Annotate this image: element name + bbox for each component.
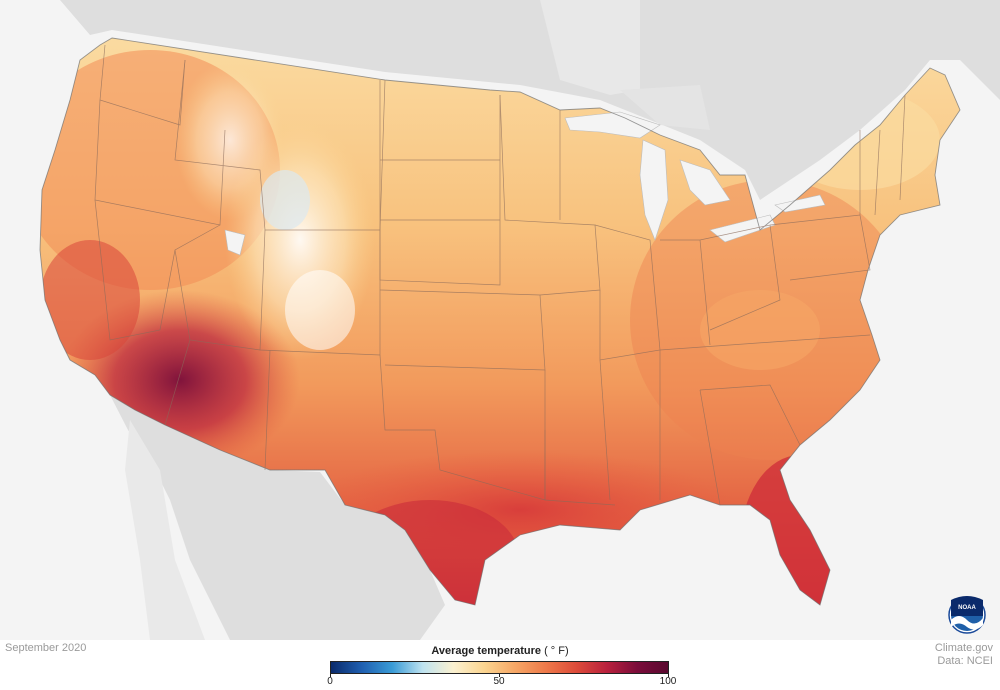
legend-tick-label: 0 xyxy=(327,676,333,687)
legend-tick-mark xyxy=(668,674,669,677)
map-area: NOAA xyxy=(0,0,1000,640)
credit-source: Climate.gov xyxy=(934,642,993,654)
legend-title: Average temperature ( ° F) xyxy=(330,645,670,657)
temperature-map: NOAA xyxy=(39,0,1000,640)
noaa-logo: NOAA xyxy=(948,596,986,634)
legend-title-text: Average temperature xyxy=(431,645,541,657)
legend-tick-mark xyxy=(499,674,500,677)
legend-tick-mark xyxy=(330,674,331,677)
noaa-logo-text: NOAA xyxy=(958,605,976,611)
date-label: September 2020 xyxy=(5,642,87,654)
legend-unit: ( ° F) xyxy=(544,645,569,657)
legend-tick-label: 100 xyxy=(659,676,677,687)
footer: September 2020 Average temperature ( ° F… xyxy=(0,640,1000,690)
great-lakes xyxy=(224,111,826,256)
legend-tick-label: 50 xyxy=(493,676,505,687)
credit-data: Data: NCEI xyxy=(937,655,993,667)
legend-color-bar xyxy=(330,661,669,674)
neighbor-land xyxy=(60,0,1000,640)
state-borders xyxy=(39,37,961,606)
credit-block: Climate.gov Data: NCEI xyxy=(935,642,993,668)
